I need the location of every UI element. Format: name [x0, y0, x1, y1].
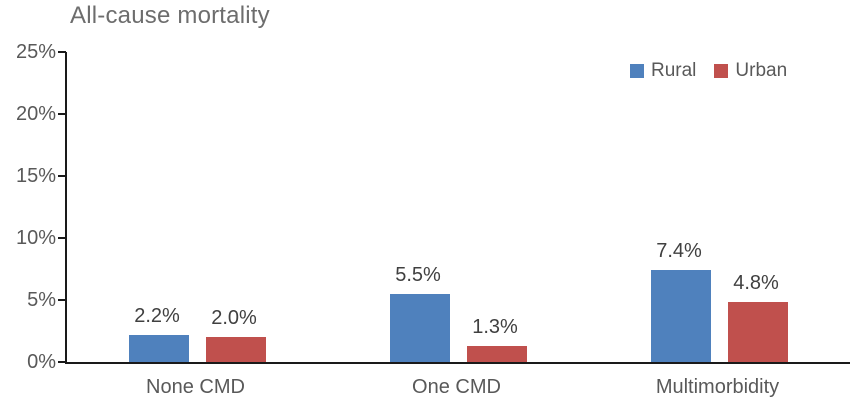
chart-title: All-cause mortality — [70, 2, 270, 29]
bar-value-label: 7.4% — [656, 240, 702, 263]
bar-urban-multimorbidity — [728, 302, 788, 362]
bar-value-label: 2.0% — [211, 307, 257, 330]
y-tick-label: 0% — [27, 351, 56, 373]
legend-label-rural: Rural — [651, 60, 697, 81]
urban-swatch-icon — [714, 64, 729, 78]
y-tick-mark — [58, 237, 66, 239]
legend-item-rural: Rural — [630, 60, 696, 82]
y-tick-mark — [58, 361, 66, 363]
bar-value-label: 5.5% — [395, 263, 441, 286]
bar-rural-one-cmd — [390, 293, 450, 362]
bar-rural-none-cmd — [129, 334, 189, 362]
y-tick-label: 25% — [15, 41, 56, 63]
bar-urban-none-cmd — [206, 337, 266, 362]
x-category-label: One CMD — [412, 376, 501, 398]
y-tick-mark — [58, 51, 66, 53]
bar-value-label: 2.2% — [134, 304, 180, 327]
legend-item-urban: Urban — [714, 60, 787, 82]
y-tick-label: 15% — [15, 165, 56, 187]
legend: Rural Urban — [630, 60, 787, 82]
bar-urban-one-cmd — [467, 345, 527, 362]
rural-swatch-icon — [630, 64, 644, 78]
y-tick-label: 20% — [15, 103, 56, 125]
plot-area — [65, 52, 850, 364]
bar-value-label: 4.8% — [733, 272, 779, 295]
y-tick-label: 5% — [27, 289, 56, 311]
y-tick-mark — [58, 113, 66, 115]
y-tick-label: 10% — [15, 227, 56, 249]
x-category-label: None CMD — [146, 376, 245, 398]
x-category-label: Multimorbidity — [655, 376, 780, 398]
bar-rural-multimorbidity — [651, 270, 711, 362]
y-tick-mark — [58, 299, 66, 301]
legend-label-urban: Urban — [735, 60, 788, 81]
bar-value-label: 1.3% — [472, 315, 518, 338]
y-tick-mark — [58, 175, 66, 177]
